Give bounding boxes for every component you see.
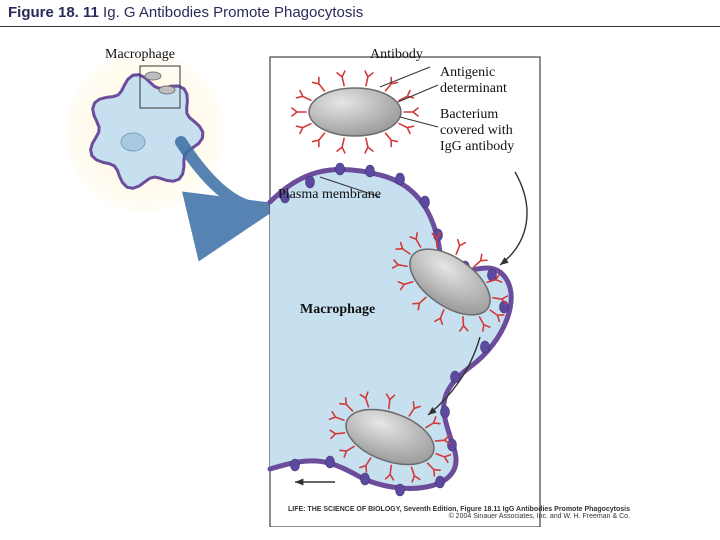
figure-title: Figure 18. 11 Ig. G Antibodies Promote P…	[8, 4, 363, 21]
label-antibody: Antibody	[370, 47, 423, 63]
label-macrophage-big: Macrophage	[300, 302, 375, 318]
label-bacterium-1: Bacterium	[440, 107, 498, 123]
label-plasma-membrane: Plasma membrane	[278, 187, 381, 203]
figure-name: Ig. G Antibodies Promote Phagocytosis	[99, 4, 363, 21]
label-bacterium-2: covered with	[440, 123, 513, 139]
label-macrophage-small: Macrophage	[105, 47, 175, 63]
caption-line2: © 2004 Sinauer Associates, Inc. and W. H…	[288, 513, 630, 521]
diagram-svg	[0, 27, 720, 527]
label-antigenic-1: Antigenic	[440, 65, 495, 81]
figure-number: Figure 18. 11	[8, 4, 99, 21]
figure-title-bar: Figure 18. 11 Ig. G Antibodies Promote P…	[0, 0, 720, 27]
label-antigenic-2: determinant	[440, 81, 507, 97]
source-caption: LIFE: THE SCIENCE OF BIOLOGY, Seventh Ed…	[288, 506, 630, 521]
figure-area: Macrophage Antibody Antigenic determinan…	[0, 27, 720, 527]
label-bacterium-3: IgG antibody	[440, 139, 514, 155]
